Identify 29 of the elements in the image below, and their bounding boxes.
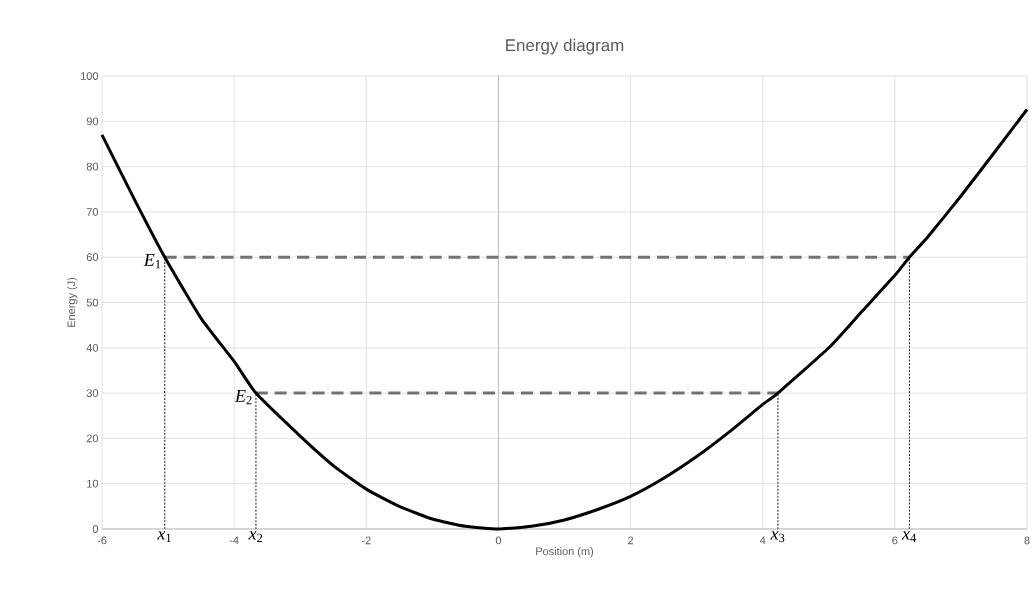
annotation: E$_{1}$ (143, 254, 161, 269)
y-tick-label: 100 (81, 72, 99, 80)
annotation: E$_{2}$ (234, 389, 252, 405)
y-tick-label: 40 (86, 343, 99, 352)
y-axis-title: Energy (J) (67, 277, 78, 327)
y-tick-label: 10 (87, 479, 99, 488)
x-axis-title: Position (m) (536, 547, 594, 558)
x-tick-label: 2 (628, 536, 634, 545)
y-tick-label: 0 (92, 525, 99, 533)
y-tick-label: 30 (86, 389, 99, 397)
annotation: x$_{1}$ (157, 531, 171, 543)
y-tick-label: 20 (86, 434, 99, 443)
x-tick-label: 0 (495, 536, 502, 545)
y-tick-label: 60 (86, 253, 99, 262)
y-tick-label: 80 (86, 162, 99, 171)
y-tick-label: 50 (86, 298, 99, 307)
chart-title: Energy diagram (506, 38, 624, 55)
x-tick-label: 4 (759, 536, 766, 545)
x-tick-label: 6 (892, 536, 898, 545)
x-tick-label: -4 (229, 536, 239, 545)
line-series (100, 108, 1029, 531)
x-tick-label: -2 (361, 536, 371, 545)
y-tick-label: 90 (86, 117, 99, 126)
annotation: x$_{3}$ (770, 531, 785, 543)
annotation: x$_{2}$ (248, 531, 263, 543)
annotation: x$_{4}$ (901, 531, 917, 543)
x-tick-label: 8 (1024, 536, 1030, 545)
x-tick-label: -6 (97, 536, 107, 545)
y-tick-label: 70 (86, 208, 99, 216)
